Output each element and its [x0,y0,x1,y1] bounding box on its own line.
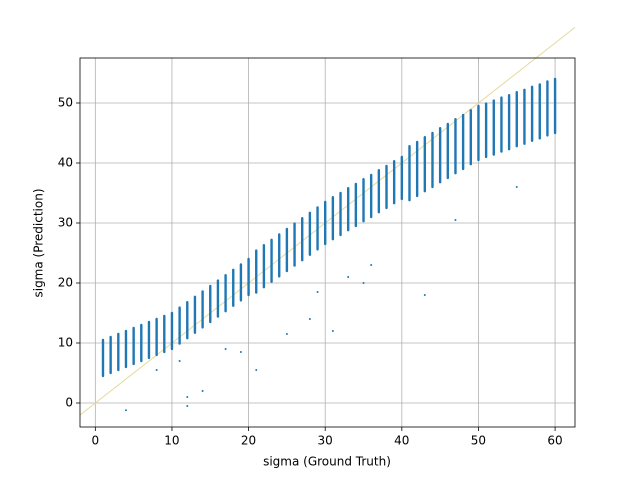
x-tick-label: 20 [241,434,256,448]
point [178,360,181,362]
y-tick-label: 20 [58,276,73,290]
point [224,348,227,350]
point [347,276,350,278]
point [515,186,518,188]
point [124,409,127,412]
point [239,351,242,353]
point [186,405,189,407]
y-tick-label: 10 [58,336,73,350]
point [201,390,204,392]
point [186,396,189,398]
x-tick-label: 30 [318,434,333,448]
point [423,294,426,296]
point [308,318,311,320]
identity-line [79,27,576,416]
y-axis-label: sigma (Prediction) [32,188,46,297]
y-tick-label: 40 [58,156,73,170]
x-tick-label: 50 [471,434,486,448]
y-tick-label: 50 [58,96,73,110]
x-tick-label: 40 [394,434,409,448]
point [155,369,158,371]
plot-frame [79,57,576,428]
point [285,333,288,335]
point [362,282,365,284]
point [255,369,258,371]
point [370,264,373,266]
point [331,330,334,332]
x-tick-label: 0 [92,434,100,448]
point [316,291,319,293]
y-tick-label: 30 [58,216,73,230]
point [454,219,457,221]
x-tick-label: 10 [164,434,179,448]
y-tick-label: 0 [65,396,73,410]
x-axis-label: sigma (Ground Truth) [263,455,391,469]
x-tick-label: 60 [547,434,562,448]
